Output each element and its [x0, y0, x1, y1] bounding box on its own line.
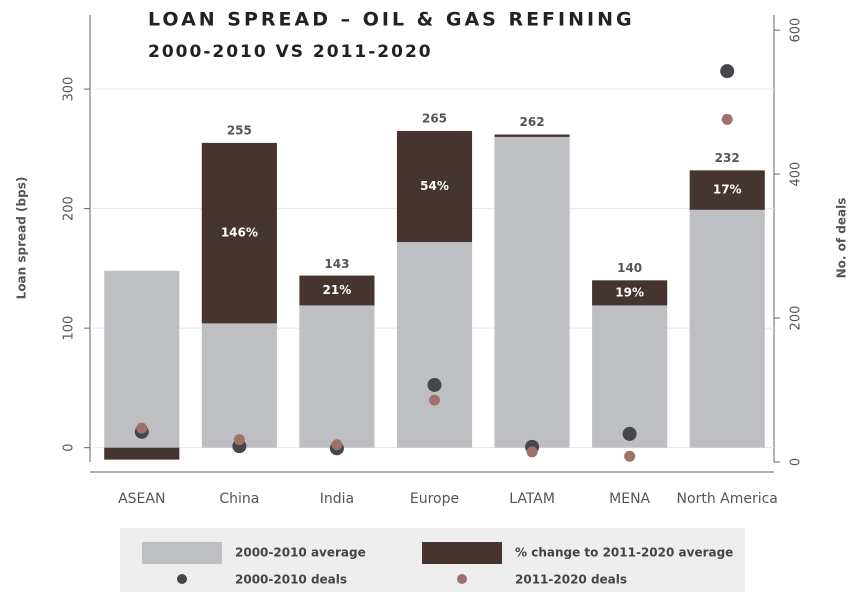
bar — [104, 270, 180, 448]
total-label: 143 — [324, 257, 349, 271]
chart-title: LOAN SPREAD – OIL & GAS REFINING — [148, 9, 635, 31]
percent-label: 146% — [221, 226, 258, 240]
legend-swatch — [422, 542, 502, 564]
deal-dot — [622, 426, 637, 441]
total-label: 232 — [715, 151, 740, 165]
change-bar — [689, 170, 765, 210]
y-tick-label: 100 — [62, 316, 77, 341]
x-tick-label: Europe — [410, 491, 459, 507]
x-tick-label: North America — [677, 491, 778, 507]
legend-label: 2000-2010 deals — [235, 573, 347, 587]
x-tick-label: MENA — [609, 491, 650, 507]
y2-axis-label: No. of deals — [835, 198, 849, 279]
legend-label: 2000-2010 average — [235, 546, 366, 560]
legend-swatch — [142, 542, 222, 564]
total-label: 262 — [520, 115, 545, 129]
total-label: 140 — [617, 261, 642, 275]
deal-dot — [136, 422, 148, 434]
change-bar — [201, 142, 277, 324]
x-tick-label: LATAM — [509, 491, 555, 507]
y2-tick-label: 200 — [789, 306, 804, 331]
percent-label: 21% — [323, 283, 352, 297]
deal-dot — [429, 394, 440, 406]
deal-dot — [526, 446, 538, 458]
x-tick-label: India — [320, 491, 354, 507]
deal-dot — [331, 439, 343, 451]
bar — [494, 136, 570, 448]
y2-tick-label: 400 — [789, 162, 804, 187]
percent-label: 19% — [615, 285, 644, 299]
chart-subtitle: 2000-2010 VS 2011-2020 — [148, 42, 433, 62]
change-bar — [299, 275, 375, 306]
change-bar — [104, 447, 180, 460]
legend-swatch — [177, 574, 187, 584]
y-tick-label: 0 — [62, 444, 77, 452]
x-tick-label: ASEAN — [118, 491, 165, 507]
bar — [201, 323, 277, 448]
percent-label: 54% — [420, 179, 449, 193]
change-bar — [396, 130, 473, 243]
legend-label: 2011-2020 deals — [515, 573, 627, 587]
deal-dot — [624, 450, 636, 462]
total-label: 255 — [227, 123, 252, 137]
change-bar — [494, 134, 570, 137]
y2-tick-label: 600 — [789, 18, 804, 43]
y2-tick-label: 0 — [789, 458, 804, 466]
x-tick-label: China — [219, 491, 259, 507]
y-tick-label: 200 — [62, 196, 77, 221]
bar — [689, 209, 765, 448]
total-label: 265 — [422, 111, 447, 125]
deal-dot — [427, 377, 442, 392]
y-axis-label: Loan spread (bps) — [15, 177, 29, 300]
deal-dot — [721, 113, 733, 125]
bar — [396, 242, 473, 448]
bar — [592, 305, 668, 448]
legend-label: % change to 2011-2020 average — [515, 546, 733, 560]
deal-dot — [233, 434, 245, 446]
y-tick-label: 300 — [62, 77, 77, 102]
bar — [299, 305, 375, 448]
deal-dot — [720, 64, 735, 79]
percent-label: 17% — [713, 183, 742, 197]
legend-swatch — [457, 574, 467, 584]
change-bar — [592, 280, 668, 306]
